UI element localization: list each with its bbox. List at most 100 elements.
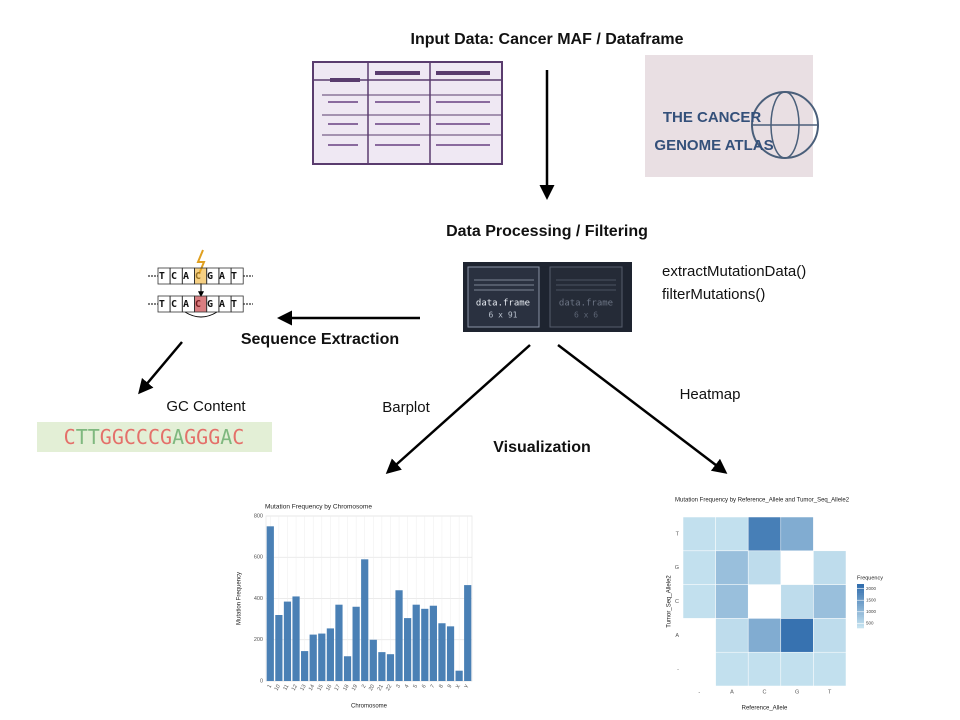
bar	[429, 605, 437, 681]
bar	[343, 656, 352, 681]
heatmap-cell	[780, 516, 814, 552]
step-label: GC Content	[166, 398, 246, 415]
bar	[395, 590, 403, 681]
x-tick-label: 13	[299, 684, 307, 692]
bar	[352, 606, 360, 681]
x-tick-label: Y	[464, 683, 471, 689]
x-tick-label: 6	[421, 684, 428, 690]
y-tick-label: C	[675, 599, 679, 605]
x-tick-label: 14	[308, 684, 316, 692]
heatmap-cell	[715, 516, 749, 552]
df-label: data.frame	[476, 299, 530, 309]
logo-text: THE CANCER	[663, 109, 762, 126]
base-box	[230, 267, 244, 285]
x-tick-label: 3	[395, 684, 402, 690]
arrow	[385, 344, 531, 474]
colorbar-segment	[857, 608, 864, 611]
colorbar-segment	[857, 601, 864, 605]
heatmap-cell	[715, 651, 749, 687]
table-icon	[312, 61, 503, 165]
chart-title: Mutation Frequency by Reference_Allele a…	[675, 498, 850, 504]
x-tick-label: 2	[361, 684, 368, 690]
x-tick-label: 8	[438, 684, 445, 690]
x-tick-label: 21	[377, 684, 385, 692]
sequence-box	[37, 422, 272, 452]
edge-label: Barplot	[382, 399, 430, 416]
bar	[412, 604, 420, 681]
heatmap-cell	[715, 584, 749, 619]
function-name: extractMutationData()	[662, 263, 806, 280]
heatmap-cell	[813, 618, 847, 653]
heatmap-cell	[715, 618, 749, 653]
title: Input Data: Cancer MAF / Dataframe	[411, 31, 684, 48]
heatmap-cell	[747, 618, 782, 653]
bar	[404, 618, 412, 681]
heatmap-cell	[813, 651, 847, 687]
legend-title: Frequency	[857, 575, 883, 581]
x-tick-label: 9	[447, 684, 454, 690]
colorbar-segment	[857, 597, 864, 600]
colorbar-segment	[857, 606, 864, 609]
colorbar-segment	[857, 617, 864, 620]
arrow	[138, 341, 183, 395]
x-tick-label: A	[730, 689, 734, 695]
heatmap-cell	[747, 550, 782, 585]
bar	[421, 608, 429, 681]
x-tick-label: X	[455, 683, 462, 689]
x-tick-label: -	[698, 689, 700, 695]
heatmap-cell	[682, 516, 716, 552]
colorbar-segment	[857, 603, 864, 607]
df-dims: 6 x 91	[489, 311, 518, 320]
y-axis-label: Tumor_Seq_Allele2	[667, 575, 673, 628]
colorbar-label: 1000	[866, 609, 877, 614]
sequence-icon: TCACGATTCACGAT	[148, 249, 253, 318]
bar	[292, 596, 300, 681]
df-label: data.frame	[559, 299, 613, 309]
x-tick-label: 4	[404, 684, 411, 690]
colorbar-segment	[857, 595, 864, 598]
logo-text: GENOME ATLAS	[654, 137, 773, 154]
base-box	[194, 267, 208, 285]
y-tick-label: 0	[260, 678, 263, 684]
colorbar-label: 2000	[866, 586, 877, 591]
heatmap-cell	[813, 550, 847, 585]
heatmap-cell	[780, 584, 814, 619]
step-title: Visualization	[493, 439, 591, 456]
colorbar-segment	[857, 619, 864, 622]
colorbar-segment	[857, 586, 864, 589]
x-tick-label: 22	[385, 684, 393, 692]
y-tick-label: 400	[254, 596, 263, 602]
dataframe-preview: data.frame 6 x 91 data.frame 6 x 6	[463, 262, 632, 332]
colorbar-segment	[857, 592, 864, 596]
x-axis-label: Chromosome	[351, 704, 388, 710]
x-tick-label: G	[795, 689, 799, 695]
heatmap-cell	[682, 584, 716, 619]
function-name: filterMutations()	[662, 286, 765, 303]
bar	[301, 651, 309, 681]
y-tick-label: A	[675, 633, 679, 639]
x-tick-label: 18	[342, 684, 350, 692]
heatmap-cell	[747, 651, 782, 687]
colorbar-segment	[857, 614, 864, 618]
arrow	[557, 344, 728, 474]
y-tick-label: T	[676, 531, 680, 537]
x-tick-label: 17	[334, 684, 342, 692]
colorbar-segment	[857, 590, 864, 594]
gc-sequence: CTTGGCCCGAGGGAC	[64, 425, 245, 449]
x-axis-label: Reference_Allele	[742, 706, 788, 712]
base-box	[194, 295, 208, 313]
chart-title: Mutation Frequency by Chromosome	[265, 504, 372, 511]
x-tick-label: 11	[282, 684, 290, 692]
bar	[309, 634, 317, 681]
colorbar-segment	[857, 623, 864, 627]
bar	[275, 615, 283, 681]
bar	[378, 652, 386, 681]
y-tick-label: 800	[254, 513, 263, 519]
step-title: Data Processing / Filtering	[446, 223, 648, 240]
y-tick-label: -	[677, 667, 679, 673]
bar	[335, 604, 343, 681]
bar	[455, 670, 463, 681]
colorbar-segment	[857, 612, 864, 616]
step-title: Sequence Extraction	[241, 331, 399, 348]
